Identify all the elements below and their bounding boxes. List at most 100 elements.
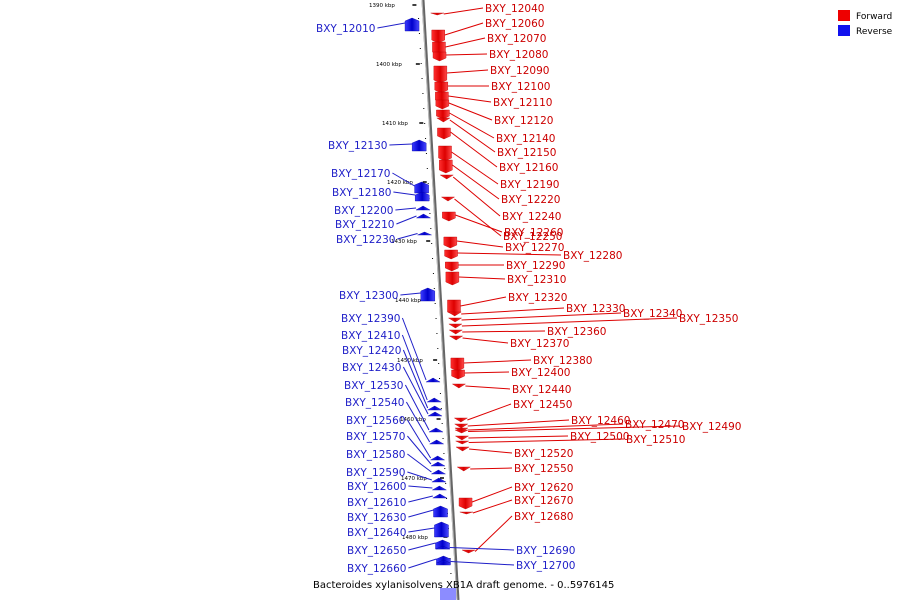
forward-gene-label[interactable]: BXY_12070	[487, 33, 546, 45]
forward-gene-feature[interactable]	[448, 323, 463, 329]
forward-gene-label[interactable]: BXY_12360	[547, 326, 606, 338]
forward-gene-feature[interactable]	[436, 117, 451, 123]
forward-gene-label[interactable]: BXY_12120	[494, 115, 553, 127]
reverse-gene-label[interactable]: BXY_12610	[347, 497, 406, 509]
forward-gene-feature[interactable]	[431, 29, 445, 44]
reverse-gene-feature[interactable]	[430, 461, 446, 467]
forward-gene-feature[interactable]	[454, 435, 470, 441]
forward-gene-label[interactable]: BXY_12490	[682, 421, 741, 433]
forward-gene-label[interactable]: BXY_12160	[499, 162, 558, 174]
forward-gene-label[interactable]: BXY_12470	[625, 419, 684, 431]
forward-gene-label[interactable]: BXY_12500	[570, 431, 629, 443]
reverse-gene-feature[interactable]	[404, 17, 420, 32]
reverse-gene-label[interactable]: BXY_12300	[339, 290, 398, 302]
reverse-gene-label[interactable]: BXY_12630	[347, 512, 406, 524]
forward-gene-feature[interactable]	[430, 12, 444, 16]
forward-gene-label[interactable]: BXY_12150	[497, 147, 556, 159]
reverse-gene-label[interactable]: BXY_12700	[516, 560, 575, 572]
reverse-gene-feature[interactable]	[429, 455, 446, 461]
reverse-gene-feature[interactable]	[417, 231, 432, 236]
forward-gene-feature[interactable]	[456, 466, 471, 472]
forward-gene-feature[interactable]	[454, 429, 469, 434]
forward-gene-feature[interactable]	[453, 417, 469, 423]
reverse-gene-feature[interactable]	[432, 493, 448, 499]
reverse-gene-label[interactable]: BXY_12390	[341, 313, 400, 325]
forward-gene-feature[interactable]	[442, 211, 456, 222]
forward-gene-feature[interactable]	[445, 261, 459, 272]
reverse-gene-label[interactable]: BXY_12410	[341, 330, 400, 342]
forward-gene-feature[interactable]	[444, 249, 458, 260]
forward-gene-label[interactable]: BXY_12460	[571, 415, 630, 427]
reverse-gene-label[interactable]: BXY_12170	[331, 168, 390, 180]
reverse-gene-feature[interactable]	[425, 377, 441, 383]
reverse-gene-label[interactable]: BXY_12200	[334, 205, 393, 217]
forward-gene-label[interactable]: BXY_12440	[512, 384, 571, 396]
forward-gene-label[interactable]: BXY_12250	[503, 231, 562, 243]
forward-gene-feature[interactable]	[455, 446, 470, 452]
forward-gene-label[interactable]: BXY_12310	[507, 274, 566, 286]
reverse-gene-feature[interactable]	[435, 539, 450, 550]
forward-gene-label[interactable]: BXY_12080	[489, 49, 548, 61]
reverse-gene-label[interactable]: BXY_12660	[347, 563, 406, 575]
forward-gene-label[interactable]: BXY_12270	[505, 242, 564, 254]
forward-gene-label[interactable]: BXY_12100	[491, 81, 550, 93]
reverse-gene-label[interactable]: BXY_12180	[332, 187, 391, 199]
forward-gene-feature[interactable]	[461, 549, 476, 554]
forward-gene-label[interactable]: BXY_12450	[513, 399, 572, 411]
reverse-gene-feature[interactable]	[434, 521, 449, 538]
forward-gene-feature[interactable]	[439, 174, 454, 180]
reverse-gene-label[interactable]: BXY_12420	[342, 345, 401, 357]
forward-gene-label[interactable]: BXY_12140	[496, 133, 555, 145]
reverse-gene-feature[interactable]	[428, 439, 445, 445]
reverse-gene-feature[interactable]	[433, 505, 448, 518]
forward-gene-feature[interactable]	[459, 511, 473, 515]
forward-gene-feature[interactable]	[435, 99, 450, 110]
forward-gene-label[interactable]: BXY_12190	[500, 179, 559, 191]
reverse-gene-label[interactable]: BXY_12600	[347, 481, 406, 493]
reverse-gene-feature[interactable]	[415, 213, 432, 219]
reverse-gene-label[interactable]: BXY_12690	[516, 545, 575, 557]
forward-gene-feature[interactable]	[432, 51, 447, 62]
reverse-gene-label[interactable]: BXY_12640	[347, 527, 406, 539]
reverse-gene-feature[interactable]	[430, 469, 447, 475]
reverse-gene-feature[interactable]	[436, 559, 451, 564]
forward-gene-feature[interactable]	[436, 109, 450, 120]
forward-gene-label[interactable]: BXY_12330	[566, 303, 625, 315]
forward-gene-feature[interactable]	[451, 383, 467, 389]
reverse-gene-label[interactable]: BXY_12540	[345, 397, 404, 409]
reverse-gene-feature[interactable]	[435, 545, 450, 550]
forward-gene-feature[interactable]	[448, 335, 464, 341]
reverse-gene-label[interactable]: BXY_12210	[335, 219, 394, 231]
reverse-gene-feature[interactable]	[431, 485, 448, 491]
reverse-gene-feature[interactable]	[415, 205, 431, 211]
reverse-gene-label[interactable]: BXY_12230	[336, 234, 395, 246]
forward-gene-label[interactable]: BXY_12220	[501, 194, 560, 206]
reverse-gene-feature[interactable]	[426, 405, 443, 411]
forward-gene-label[interactable]: BXY_12090	[490, 65, 549, 77]
reverse-gene-feature[interactable]	[414, 181, 429, 194]
forward-gene-label[interactable]: BXY_12620	[514, 482, 573, 494]
reverse-gene-feature[interactable]	[415, 191, 430, 202]
forward-gene-feature[interactable]	[443, 236, 458, 249]
forward-gene-label[interactable]: BXY_12260	[504, 227, 563, 239]
reverse-gene-label[interactable]: BXY_12650	[347, 545, 406, 557]
forward-gene-feature[interactable]	[438, 145, 452, 162]
forward-gene-label[interactable]: BXY_12350	[679, 313, 738, 325]
forward-gene-label[interactable]: BXY_12060	[485, 18, 544, 30]
forward-gene-label[interactable]: BXY_12680	[514, 511, 573, 523]
forward-gene-feature[interactable]	[447, 311, 462, 317]
forward-gene-label[interactable]: BXY_12370	[510, 338, 569, 350]
forward-gene-label[interactable]: BXY_12040	[485, 3, 544, 15]
reverse-gene-label[interactable]: BXY_12590	[346, 467, 405, 479]
forward-gene-feature[interactable]	[439, 159, 453, 174]
forward-gene-label[interactable]: BXY_12510	[626, 434, 685, 446]
forward-gene-label[interactable]: BXY_12290	[506, 260, 565, 272]
reverse-gene-label[interactable]: BXY_12130	[328, 140, 387, 152]
reverse-gene-feature[interactable]	[426, 397, 442, 403]
forward-gene-label[interactable]: BXY_12110	[493, 97, 552, 109]
forward-gene-feature[interactable]	[434, 81, 448, 94]
forward-gene-feature[interactable]	[455, 440, 469, 445]
forward-gene-feature[interactable]	[440, 196, 456, 202]
reverse-gene-label[interactable]: BXY_12010	[316, 23, 375, 35]
reverse-gene-feature[interactable]	[411, 139, 427, 152]
